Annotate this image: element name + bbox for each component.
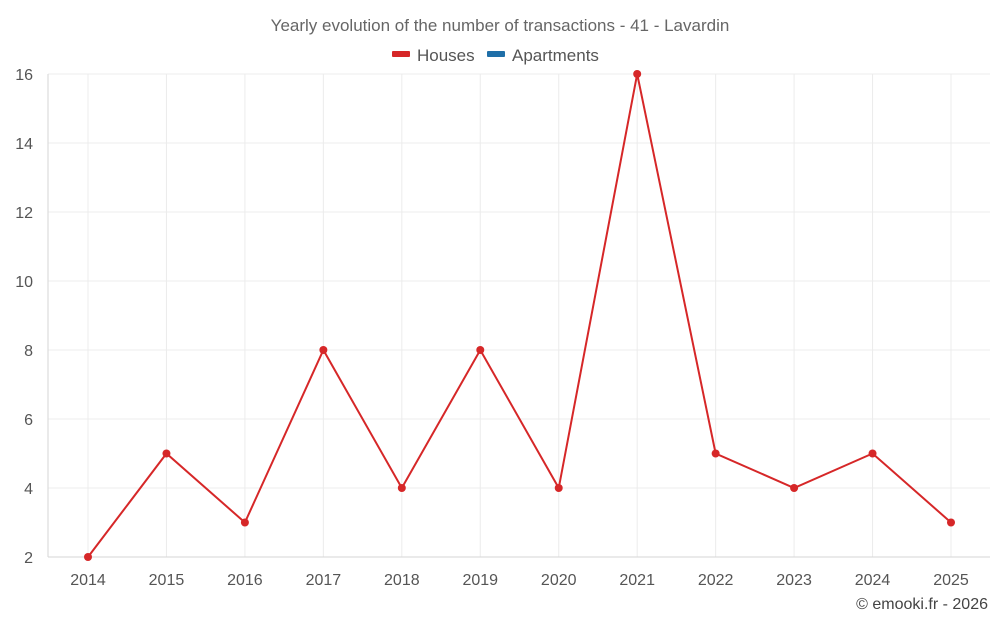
x-tick-label: 2019 [462,572,498,589]
data-point-houses-2019[interactable] [476,346,485,354]
chart-title: Yearly evolution of the number of transa… [271,16,730,35]
x-tick-label: 2016 [227,572,263,589]
axes [47,74,990,558]
data-point-houses-2020[interactable] [554,484,563,492]
data-point-houses-2022[interactable] [711,449,720,458]
y-tick-label: 14 [15,136,33,153]
legend-item-apartments[interactable]: Apartments [487,46,599,65]
data-point-houses-2023[interactable] [790,484,799,492]
y-tick-label: 4 [24,481,33,498]
legend[interactable]: Houses Apartments [392,46,599,65]
data-point-houses-2016[interactable] [240,518,249,527]
series-line-houses [87,73,952,558]
y-tick-label: 12 [15,205,33,222]
x-tick-label: 2024 [855,572,891,589]
y-tick-label: 2 [24,550,33,567]
data-point-houses-2014[interactable] [84,553,92,561]
data-point-houses-2024[interactable] [868,449,877,458]
x-tick-label: 2018 [384,572,420,589]
x-tick-label: 2022 [698,572,734,589]
legend-item-houses[interactable]: Houses [392,46,475,65]
tick-labels: 2 4 6 8 10 12 14 16 2014 2015 2016 2017 2018 2019 2020… [15,67,969,589]
credit-text: © emooki.fr - 2026 [856,596,988,613]
x-tick-label: 2015 [149,572,185,589]
data-point-houses-2018[interactable] [397,484,406,492]
x-tick-label: 2023 [776,572,812,589]
data-point-houses-2021[interactable] [633,70,642,78]
grid [48,73,990,558]
y-tick-label: 6 [24,412,33,429]
data-point-houses-2017[interactable] [319,346,328,354]
data-point-houses-2015[interactable] [162,449,171,458]
y-tick-label: 8 [24,343,33,360]
data-point-houses-2025[interactable] [947,518,955,527]
x-tick-label: 2025 [933,572,969,589]
y-tick-label: 10 [15,274,33,291]
series-layer [84,70,955,561]
legend-label-houses: Houses [417,46,475,65]
legend-swatch-apartments [487,51,505,57]
x-tick-label: 2020 [541,572,577,589]
x-tick-label: 2017 [306,572,342,589]
y-tick-label: 16 [15,67,33,84]
x-tick-label: 2014 [70,572,106,589]
legend-swatch-houses [392,51,410,57]
x-tick-label: 2021 [619,572,655,589]
legend-label-apartments: Apartments [512,46,599,65]
